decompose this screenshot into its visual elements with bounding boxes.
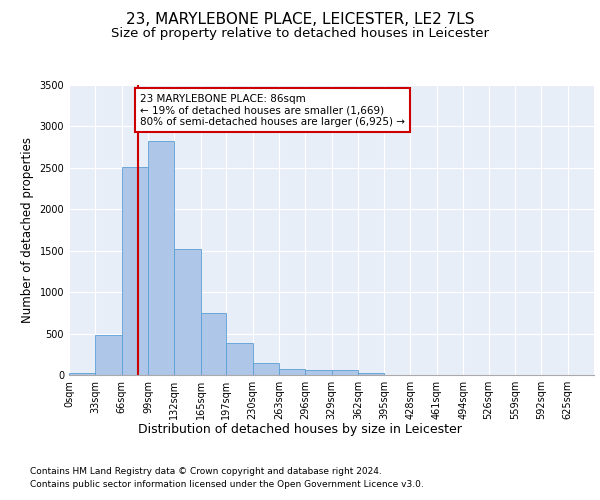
Bar xyxy=(69,374,95,375)
Bar xyxy=(200,313,226,375)
Bar xyxy=(305,370,331,375)
Text: Contains HM Land Registry data © Crown copyright and database right 2024.: Contains HM Land Registry data © Crown c… xyxy=(30,468,382,476)
Bar xyxy=(95,335,122,375)
Bar xyxy=(122,167,148,375)
Text: Size of property relative to detached houses in Leicester: Size of property relative to detached ho… xyxy=(111,28,489,40)
Text: Distribution of detached houses by size in Leicester: Distribution of detached houses by size … xyxy=(138,422,462,436)
Bar xyxy=(331,370,358,375)
Bar xyxy=(175,249,200,375)
Bar xyxy=(226,342,253,375)
Y-axis label: Number of detached properties: Number of detached properties xyxy=(21,137,34,323)
Text: 23 MARYLEBONE PLACE: 86sqm
← 19% of detached houses are smaller (1,669)
80% of s: 23 MARYLEBONE PLACE: 86sqm ← 19% of deta… xyxy=(140,94,405,127)
Text: Contains public sector information licensed under the Open Government Licence v3: Contains public sector information licen… xyxy=(30,480,424,489)
Bar xyxy=(279,369,305,375)
Text: 23, MARYLEBONE PLACE, LEICESTER, LE2 7LS: 23, MARYLEBONE PLACE, LEICESTER, LE2 7LS xyxy=(126,12,474,28)
Bar xyxy=(148,142,175,375)
Bar xyxy=(358,374,384,375)
Bar xyxy=(253,364,279,375)
